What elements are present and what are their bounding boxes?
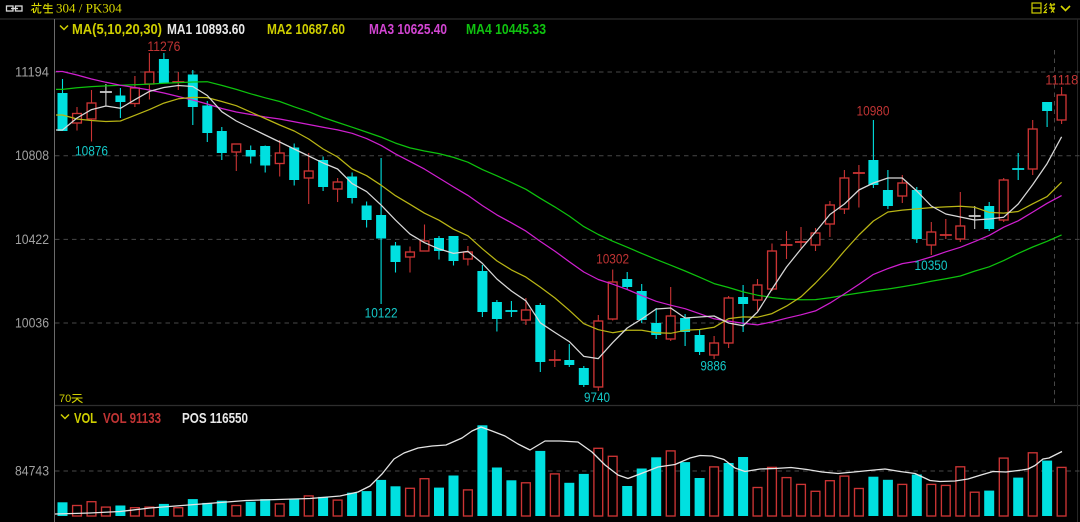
- svg-text:MA1 10893.60: MA1 10893.60: [167, 21, 245, 38]
- svg-text:MA3 10625.40: MA3 10625.40: [369, 21, 447, 38]
- svg-text:9740: 9740: [584, 390, 610, 405]
- svg-text:MA(5,10,20,30): MA(5,10,20,30): [72, 21, 162, 38]
- svg-text:304 / PK304: 304 / PK304: [56, 1, 122, 16]
- svg-text:84743: 84743: [15, 464, 49, 479]
- svg-text:11276: 11276: [147, 39, 180, 54]
- svg-text:9886: 9886: [700, 359, 726, 374]
- svg-text:POS 116550: POS 116550: [182, 410, 248, 427]
- svg-text:10122: 10122: [365, 306, 398, 321]
- svg-text:10422: 10422: [15, 232, 49, 247]
- svg-text:MA2 10687.60: MA2 10687.60: [267, 21, 345, 38]
- svg-text:10036: 10036: [15, 316, 49, 331]
- svg-text:VOL: VOL: [74, 410, 97, 427]
- svg-text:11194: 11194: [15, 65, 49, 80]
- svg-text:10302: 10302: [596, 252, 629, 267]
- svg-text:70: 70: [59, 393, 71, 405]
- svg-text:10808: 10808: [15, 148, 49, 163]
- svg-text:MA4 10445.33: MA4 10445.33: [466, 21, 546, 38]
- svg-text:10350: 10350: [915, 258, 948, 273]
- svg-text:10980: 10980: [857, 104, 890, 119]
- svg-text:11118: 11118: [1045, 73, 1078, 88]
- svg-text:10876: 10876: [75, 144, 108, 159]
- svg-text:VOL 91133: VOL 91133: [103, 410, 161, 427]
